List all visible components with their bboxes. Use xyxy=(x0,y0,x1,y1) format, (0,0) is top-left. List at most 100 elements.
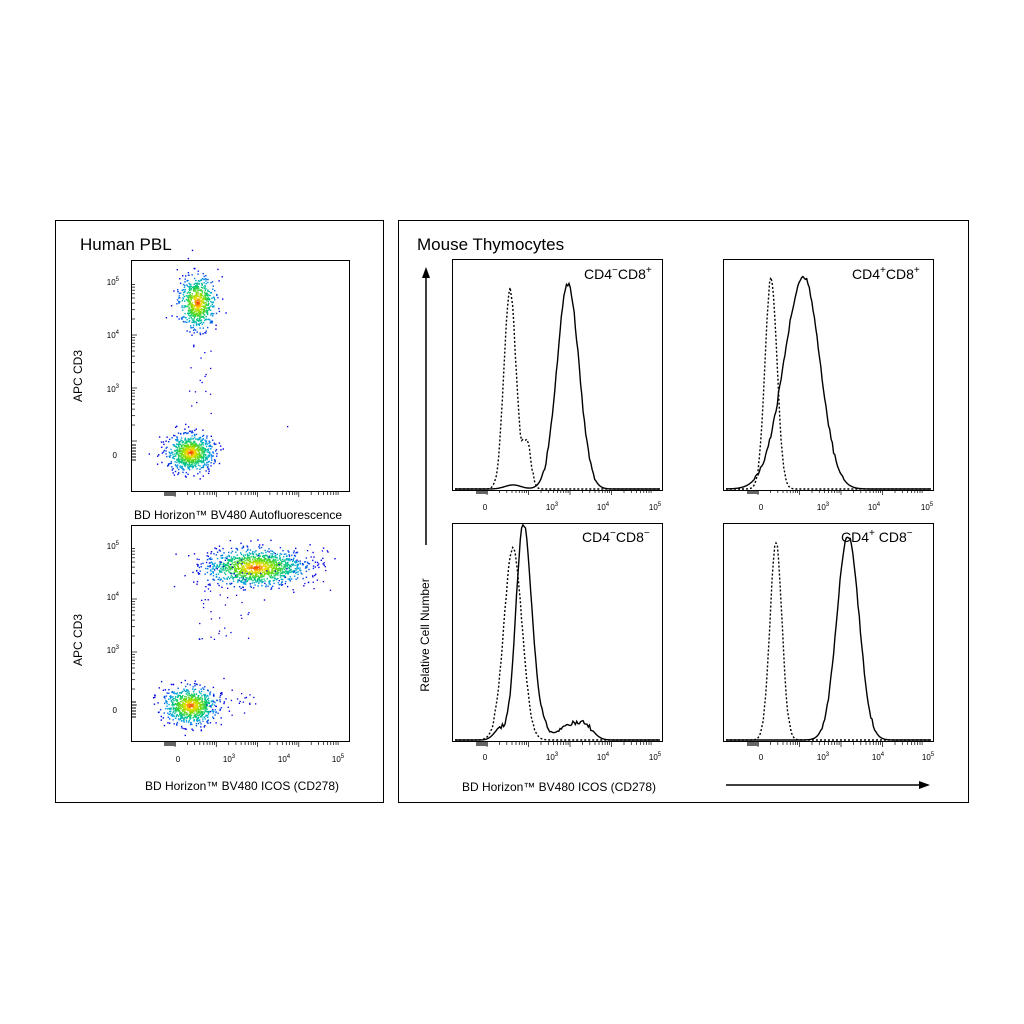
scatter-bottom-cd3pos-event xyxy=(207,599,209,601)
scatter-bottom-tail-event xyxy=(230,699,233,702)
scatter-top-cd3pos-event xyxy=(204,319,206,322)
hist-3-label: CD4−CD8− xyxy=(582,528,650,545)
scatter-bottom-cd3pos-event xyxy=(249,561,251,563)
scatter-bottom-cd3pos-event xyxy=(260,563,262,565)
scatter-top-cd3neg-event xyxy=(188,460,191,463)
scatter-bottom-cd3neg-event xyxy=(192,694,194,696)
scatter-bottom-cd3neg-event xyxy=(186,703,188,706)
scatter-top-cd3pos-event xyxy=(208,298,210,300)
scatter-bottom-cd3pos-event xyxy=(261,584,263,587)
scatter-top-cd3pos-event xyxy=(207,290,209,292)
scatter-bottom-cd3neg-event xyxy=(193,699,195,701)
scatter-bottom-spread-event xyxy=(209,583,211,585)
scatter-top-cd3pos-event xyxy=(188,317,190,320)
scatter-top-cd3neg-event xyxy=(196,461,199,464)
scatter-top-cd3neg-event xyxy=(199,447,201,449)
scatter-top-cd3neg-event xyxy=(183,458,185,460)
scatter-top-cd3neg-event xyxy=(210,457,213,459)
scatter-bottom-cd3pos-event xyxy=(262,565,264,567)
scatter-top-cd3pos-event xyxy=(209,322,212,324)
scatter-top-cd3pos-event xyxy=(198,319,200,322)
scatter-top-cd3neg-event xyxy=(191,463,193,466)
scatter-bottom-cd3pos-event xyxy=(248,562,250,564)
scatter-top-cd3neg-event xyxy=(198,449,200,451)
scatter-bottom-spread-event xyxy=(217,583,219,585)
scatter-bottom-cd3pos-event xyxy=(292,560,294,563)
scatter-top-cd3neg-event xyxy=(198,457,200,459)
scatter-bottom-cd3pos-event xyxy=(242,570,245,572)
scatter-bottom-cd3neg-event xyxy=(172,703,175,706)
scatter-top-cd3pos-event xyxy=(207,318,209,321)
scatter-bottom-cd3neg-event xyxy=(205,704,207,706)
scatter-bottom-cd3pos-event xyxy=(234,570,237,572)
scatter-bottom-cd3neg-event xyxy=(200,726,202,728)
scatter-top-ytick-label: 104 xyxy=(107,330,120,340)
scatter-top-cd3pos-event xyxy=(195,308,197,310)
scatter-bottom-cd3neg-event xyxy=(219,708,221,710)
scatter-bottom-cd3pos-event xyxy=(233,565,236,568)
scatter-bottom-cd3pos-event xyxy=(284,573,287,575)
scatter-bottom-spread-event xyxy=(220,561,222,563)
scatter-bottom-cd3pos-event xyxy=(258,568,260,571)
scatter-bottom-cd3neg-event xyxy=(177,709,179,711)
scatter-bottom-cd3neg-event xyxy=(194,706,197,708)
scatter-bottom-cd3pos-event xyxy=(295,578,297,580)
scatter-bottom-cd3pos-event xyxy=(247,558,249,560)
scatter-bottom-cd3pos-event xyxy=(260,574,262,577)
scatter-bottom-cd3pos-event xyxy=(272,556,275,558)
scatter-top-cd3neg-event xyxy=(206,457,208,460)
scatter-bottom-cd3pos-event xyxy=(269,556,271,559)
scatter-bottom-cd3neg-event xyxy=(209,694,211,696)
scatter-bottom-cd3pos-event xyxy=(244,575,246,577)
scatter-bottom-cd3pos-event xyxy=(226,578,228,580)
scatter-top-cd3neg-event xyxy=(174,470,177,473)
scatter-top-cd3pos-event xyxy=(187,296,189,298)
scatter-bottom-cd3neg-event xyxy=(193,719,195,721)
scatter-top-cd3neg-event xyxy=(218,442,221,444)
scatter-bottom-cd3neg-event xyxy=(178,702,180,704)
scatter-top-cd3neg-event xyxy=(206,456,208,458)
scatter-bottom-cd3pos-event xyxy=(305,566,307,568)
scatter-bottom-cd3pos-event xyxy=(209,584,211,586)
scatter-bottom-cd3pos-event xyxy=(245,557,247,559)
scatter-bottom-spread-event xyxy=(216,568,218,570)
scatter-top-cd3neg-event xyxy=(202,460,204,463)
scatter-bottom-sparse-event xyxy=(248,612,250,614)
scatter-top-cd3pos-event xyxy=(205,288,207,290)
scatter-bottom-cd3pos-event xyxy=(232,566,235,569)
scatter-bottom-cd3pos-event xyxy=(223,552,225,554)
scatter-bottom-cd3pos-event xyxy=(259,568,262,571)
scatter-bottom-cd3neg-event xyxy=(201,714,203,716)
scatter-top-cd3pos-event xyxy=(204,286,207,288)
scatter-bottom-cd3pos-event xyxy=(229,571,231,574)
scatter-bottom-spread-event xyxy=(209,565,212,567)
scatter-bottom-cd3pos-event xyxy=(226,562,229,564)
scatter-bottom-cd3pos-event xyxy=(276,568,278,570)
scatter-bottom-cd3neg-event xyxy=(185,719,188,721)
scatter-bottom-cd3neg-event xyxy=(201,690,203,693)
scatter-bottom-cd3pos-event xyxy=(212,562,214,564)
scatter-top-cd3neg-event xyxy=(194,438,197,440)
scatter-bottom-cd3neg-event xyxy=(188,720,190,722)
scatter-bottom-cd3pos-event xyxy=(296,571,298,574)
scatter-bottom-spread-event xyxy=(324,566,326,568)
scatter-top-cd3pos-event xyxy=(199,310,201,313)
scatter-bottom-cd3pos-event xyxy=(240,558,242,561)
scatter-bottom-sparse-event xyxy=(201,638,203,640)
scatter-top-cd3neg-event xyxy=(184,447,186,449)
scatter-bottom-cd3pos-event xyxy=(253,567,255,569)
scatter-top-cd3pos-event xyxy=(212,315,214,317)
scatter-bottom-cd3neg-event xyxy=(174,697,176,700)
scatter-top-cd3neg-event xyxy=(214,450,217,452)
scatter-bottom-cd3pos-event xyxy=(222,567,224,569)
scatter-bottom-cd3pos-event xyxy=(291,563,293,566)
hist-3-frame xyxy=(452,523,663,742)
scatter-bottom-sparse-event xyxy=(204,590,206,592)
scatter-top-cd3pos-event xyxy=(200,308,203,311)
scatter-bottom-cd3pos-event xyxy=(317,563,320,565)
scatter-bottom-cd3pos-event xyxy=(284,565,286,567)
scatter-bottom-cd3neg-event xyxy=(194,685,196,687)
scatter-bottom-cd3neg-event xyxy=(181,712,183,714)
scatter-top-cd3neg-event xyxy=(192,461,195,464)
scatter-bottom-tail-event xyxy=(206,704,208,706)
